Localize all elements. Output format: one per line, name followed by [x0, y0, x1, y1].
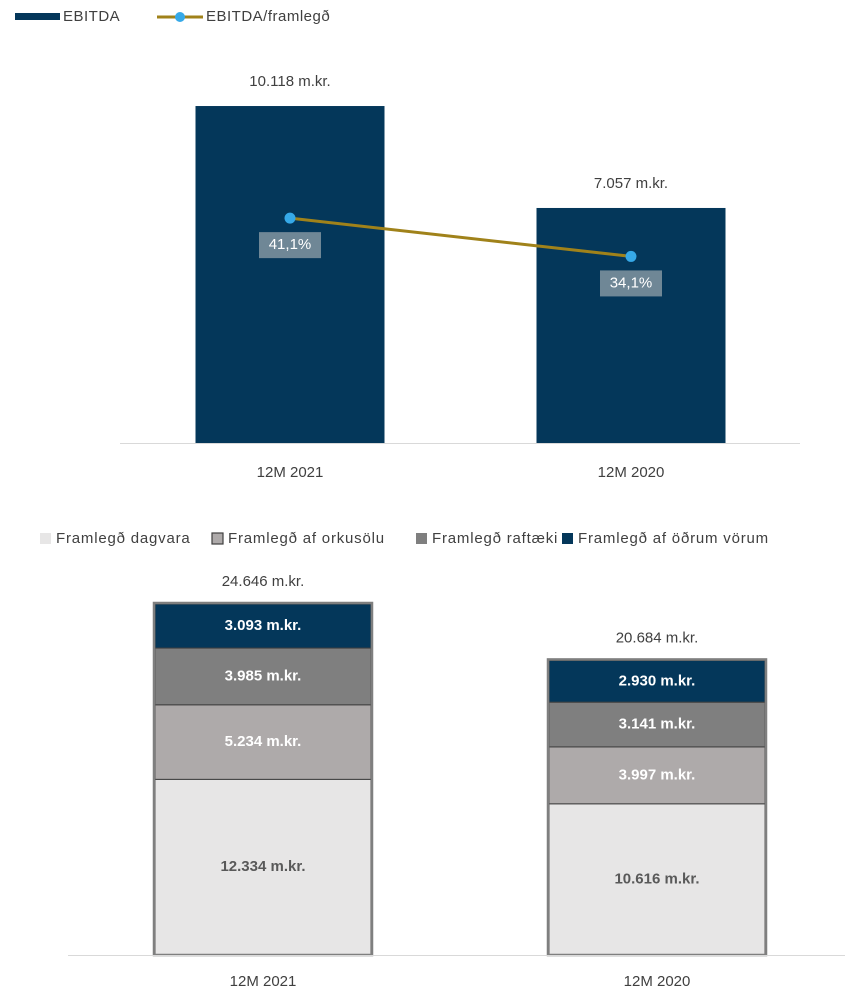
- legend-label-ratio: EBITDA/framlegð: [206, 8, 330, 25]
- legend-swatch-ebitda: [15, 13, 60, 20]
- stack-total-label: 20.684 m.kr.: [616, 629, 699, 646]
- stack-data-label: 3.985 m.kr.: [225, 667, 302, 684]
- legend-label-gross-0: Framlegð dagvara: [56, 530, 191, 547]
- legend-label-gross-3: Framlegð af öðrum vörum: [578, 530, 769, 547]
- x-tick-label: 12M 2020: [624, 973, 691, 990]
- legend-swatch-gross-2: [416, 533, 427, 544]
- stack-data-label: 3.997 m.kr.: [619, 766, 696, 783]
- stack-segment: [548, 746, 766, 805]
- stack-data-label: 10.616 m.kr.: [614, 870, 699, 887]
- x-tick-label: 12M 2020: [598, 464, 665, 481]
- ratio-data-label: 41,1%: [269, 236, 312, 253]
- stack-data-label: 12.334 m.kr.: [220, 858, 305, 875]
- ebitda-bar: [536, 207, 726, 443]
- stack-segment: [548, 659, 766, 703]
- x-tick-label: 12M 2021: [257, 464, 324, 481]
- legend-swatch-gross-3: [562, 533, 573, 544]
- legend-label-gross-1: Framlegð af orkusölu: [228, 530, 385, 547]
- ebitda-data-label: 7.057 m.kr.: [594, 175, 668, 192]
- x-tick-label: 12M 2021: [230, 973, 297, 990]
- legend-label-gross-2: Framlegð raftæki: [432, 530, 558, 547]
- ratio-line: [289, 216, 632, 258]
- stack-segment: [154, 704, 372, 780]
- legend-marker-ratio: [175, 12, 185, 22]
- ratio-marker: [625, 250, 637, 262]
- stack-data-label: 2.930 m.kr.: [619, 672, 696, 689]
- legend-label-ebitda: EBITDA: [63, 8, 120, 25]
- stack-data-label: 3.141 m.kr.: [619, 715, 696, 732]
- ratio-label-box: [259, 232, 321, 259]
- stack-segment: [154, 647, 372, 706]
- legend-swatch-gross-1: [211, 532, 224, 545]
- ratio-data-label: 34,1%: [610, 274, 653, 291]
- legend-swatch-gross-0: [40, 533, 51, 544]
- ebitda-bar: [195, 106, 385, 443]
- stack-segment: [154, 603, 372, 649]
- stack-data-label: 3.093 m.kr.: [225, 617, 302, 634]
- stack-data-label: 5.234 m.kr.: [225, 733, 302, 750]
- ratio-marker: [284, 212, 296, 224]
- stack-total-label: 24.646 m.kr.: [222, 573, 305, 590]
- ebitda-data-label: 10.118 m.kr.: [249, 73, 330, 90]
- stack-segment: [548, 701, 766, 748]
- stack-segment: [548, 803, 766, 956]
- ratio-label-box: [600, 270, 662, 297]
